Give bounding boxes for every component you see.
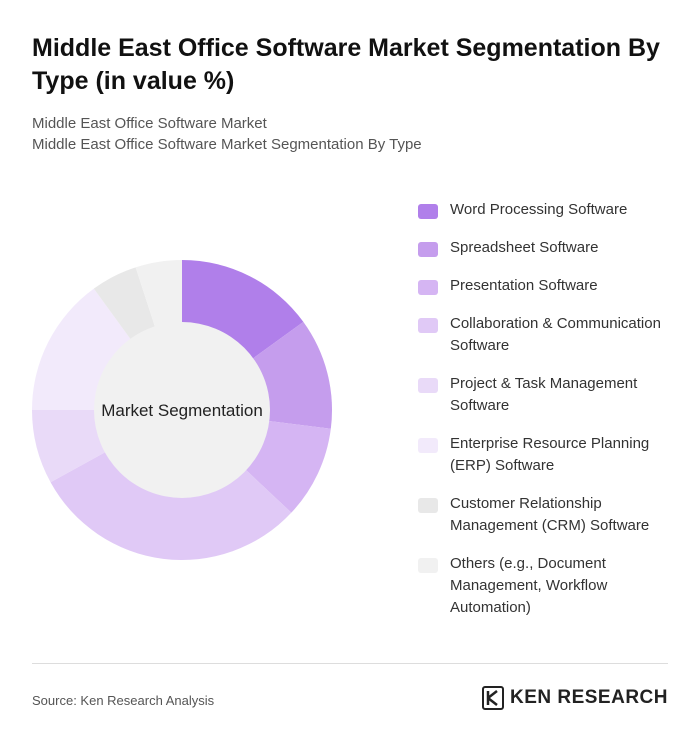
- chart-title: Middle East Office Software Market Segme…: [32, 34, 660, 95]
- legend-item-6: Enterprise Resource Planning (ERP) Softw…: [418, 433, 678, 477]
- donut-center-label: Market Segmentation: [101, 401, 263, 420]
- legend-swatch-3: [418, 280, 438, 295]
- brand-name: KEN RESEARCH: [509, 687, 668, 708]
- legend-label-1: Word Processing Software: [450, 201, 628, 218]
- legend-item-7: Customer Relationship Management (CRM) S…: [418, 493, 678, 537]
- legend-label-7: Customer Relationship Management (CRM) S…: [450, 495, 650, 534]
- legend-item-2: Spreadsheet Software: [418, 237, 678, 259]
- legend-item-4: Collaboration & Communication Software: [418, 313, 678, 357]
- legend-swatch-6: [418, 438, 438, 453]
- chart-legend: Word Processing Software Spreadsheet Soft…: [418, 199, 678, 635]
- legend-swatch-7: [418, 498, 438, 513]
- ken-research-logo-icon: [481, 686, 504, 710]
- legend-label-8: Others (e.g., Document Management, Workf…: [450, 555, 608, 616]
- legend-swatch-4: [418, 318, 438, 333]
- source-note: Source: Ken Research Analysis: [32, 693, 215, 708]
- legend-label-4: Collaboration & Communication Software: [450, 315, 661, 354]
- brand-logo: KEN RESEARCH: [481, 686, 668, 710]
- legend-label-5: Project & Task Management Software: [450, 375, 638, 414]
- chart-subtitle: Middle East Office Software Market Middl…: [32, 113, 672, 155]
- legend-label-3: Presentation Software: [450, 277, 598, 294]
- legend-swatch-1: [418, 204, 438, 219]
- legend-swatch-2: [418, 242, 438, 257]
- legend-item-1: Word Processing Software: [418, 199, 678, 221]
- legend-item-3: Presentation Software: [418, 275, 678, 297]
- legend-swatch-8: [418, 558, 438, 573]
- donut-hole: [94, 322, 270, 498]
- legend-label-2: Spreadsheet Software: [450, 239, 599, 256]
- legend-item-8: Others (e.g., Document Management, Workf…: [418, 553, 678, 619]
- subtitle-line-market: Middle East Office Software Market: [32, 115, 267, 132]
- subtitle-line-segmentation: Middle East Office Software Market Segme…: [32, 136, 422, 153]
- legend-swatch-5: [418, 378, 438, 393]
- footer-divider: [32, 663, 668, 664]
- donut-chart: Market Segmentation: [32, 260, 333, 561]
- legend-item-5: Project & Task Management Software: [418, 373, 678, 417]
- legend-label-6: Enterprise Resource Planning (ERP) Softw…: [450, 435, 650, 474]
